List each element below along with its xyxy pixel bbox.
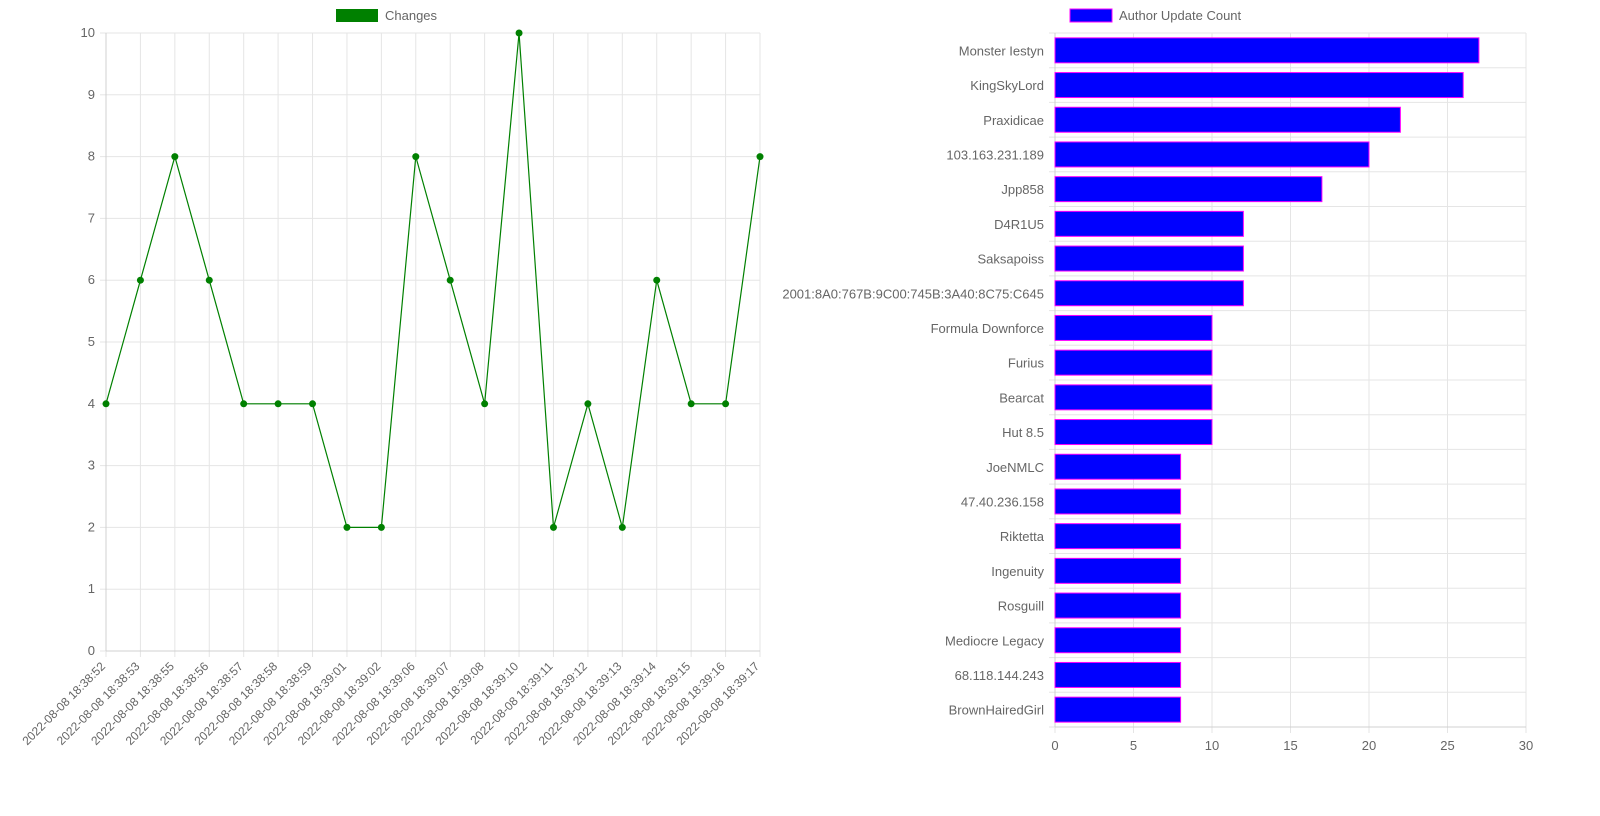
data-point[interactable]: [515, 29, 523, 37]
y-tick-label: 68.118.144.243: [955, 668, 1044, 683]
legend-swatch-author-update-count: [1069, 8, 1113, 23]
y-tick-label: 6: [88, 272, 95, 287]
data-point[interactable]: [549, 523, 557, 531]
bar[interactable]: [1054, 627, 1182, 654]
line-chart-grid: [100, 32, 761, 657]
y-tick-label: Saksapoiss: [978, 252, 1045, 267]
bar[interactable]: [1054, 37, 1480, 64]
y-tick-label: Jpp858: [1001, 182, 1044, 197]
bar-chart-axes: 0 5 10 15 20 25 30 Monster Iestyn KingSkyLord Pra…: [782, 33, 1533, 753]
x-tick-label: 15: [1283, 738, 1297, 753]
bar[interactable]: [1054, 176, 1323, 203]
bar[interactable]: [1054, 557, 1182, 584]
y-tick-label: BrownHairedGirl: [949, 703, 1044, 718]
data-point[interactable]: [412, 153, 420, 161]
data-point[interactable]: [377, 523, 385, 531]
y-tick-label: 8: [88, 149, 95, 164]
x-tick-label: 5: [1130, 738, 1137, 753]
y-tick-label: Formula Downforce: [931, 321, 1044, 336]
x-tick-label: 10: [1205, 738, 1219, 753]
bar-chart-bars: [1054, 37, 1480, 723]
bar[interactable]: [1054, 349, 1213, 376]
bar[interactable]: [1054, 106, 1401, 133]
data-point[interactable]: [171, 153, 179, 161]
data-point[interactable]: [309, 400, 317, 408]
data-point[interactable]: [481, 400, 489, 408]
data-point[interactable]: [584, 400, 592, 408]
bar[interactable]: [1054, 72, 1464, 99]
y-tick-label: D4R1U5: [994, 217, 1044, 232]
bar[interactable]: [1054, 453, 1182, 480]
bar[interactable]: [1054, 210, 1244, 237]
y-tick-label: 0: [88, 643, 95, 658]
series-line-changes: [105, 32, 761, 529]
bar[interactable]: [1054, 661, 1182, 688]
y-tick-label: 47.40.236.158: [961, 494, 1044, 509]
y-tick-label: Monster Iestyn: [959, 43, 1044, 58]
bar[interactable]: [1054, 696, 1182, 723]
bar[interactable]: [1054, 592, 1182, 619]
legend-label-author-update-count: Author Update Count: [1119, 8, 1242, 23]
data-point[interactable]: [205, 276, 213, 284]
y-tick-label: Ingenuity: [991, 564, 1044, 579]
data-point[interactable]: [722, 400, 730, 408]
data-point[interactable]: [687, 400, 695, 408]
y-tick-label: Bearcat: [999, 390, 1044, 405]
bar-chart-legend[interactable]: Author Update Count: [1069, 8, 1242, 23]
y-tick-label: JoeNMLC: [986, 460, 1044, 475]
data-point[interactable]: [653, 276, 661, 284]
y-tick-label: Mediocre Legacy: [945, 633, 1044, 648]
legend-swatch-changes: [336, 9, 378, 22]
y-tick-label: Rosguill: [998, 599, 1044, 614]
y-tick-label: 2001:8A0:767B:9C00:745B:3A40:8C75:C645: [782, 286, 1044, 301]
y-tick-label: 5: [88, 334, 95, 349]
y-tick-label: 7: [88, 210, 95, 225]
data-point[interactable]: [274, 400, 282, 408]
y-tick-label: 3: [88, 458, 95, 473]
y-tick-label: 10: [81, 25, 95, 40]
data-point[interactable]: [240, 400, 248, 408]
data-point[interactable]: [618, 523, 626, 531]
y-tick-label: 2: [88, 519, 95, 534]
y-tick-label: 103.163.231.189: [946, 147, 1044, 162]
bar[interactable]: [1054, 280, 1244, 307]
y-tick-label: 9: [88, 87, 95, 102]
x-tick-label: 20: [1362, 738, 1376, 753]
y-tick-label: Furius: [1008, 356, 1045, 371]
y-tick-label: Riktetta: [1000, 529, 1045, 544]
line-chart-series: [102, 29, 764, 531]
line-chart-legend[interactable]: Changes: [336, 8, 438, 23]
x-tick-label: 25: [1440, 738, 1454, 753]
bar[interactable]: [1054, 488, 1182, 515]
bar[interactable]: [1054, 523, 1182, 550]
bar[interactable]: [1054, 384, 1213, 411]
legend-label-changes: Changes: [385, 8, 438, 23]
data-point[interactable]: [343, 523, 351, 531]
data-point[interactable]: [446, 276, 454, 284]
bar[interactable]: [1054, 419, 1213, 446]
y-tick-label: Hut 8.5: [1002, 425, 1044, 440]
data-point[interactable]: [102, 400, 110, 408]
bar[interactable]: [1054, 314, 1213, 341]
author-update-bar-chart: 0 5 10 15 20 25 30 Monster Iestyn KingSkyLord Pra…: [782, 8, 1533, 753]
data-point[interactable]: [136, 276, 144, 284]
y-tick-label: 4: [88, 396, 95, 411]
x-tick-label: 0: [1051, 738, 1058, 753]
data-point[interactable]: [756, 153, 764, 161]
bar[interactable]: [1054, 245, 1244, 272]
y-tick-label: Praxidicae: [983, 113, 1044, 128]
x-tick-label: 30: [1519, 738, 1533, 753]
bar[interactable]: [1054, 141, 1370, 168]
y-tick-label: KingSkyLord: [970, 78, 1044, 93]
y-tick-label: 1: [88, 581, 95, 596]
